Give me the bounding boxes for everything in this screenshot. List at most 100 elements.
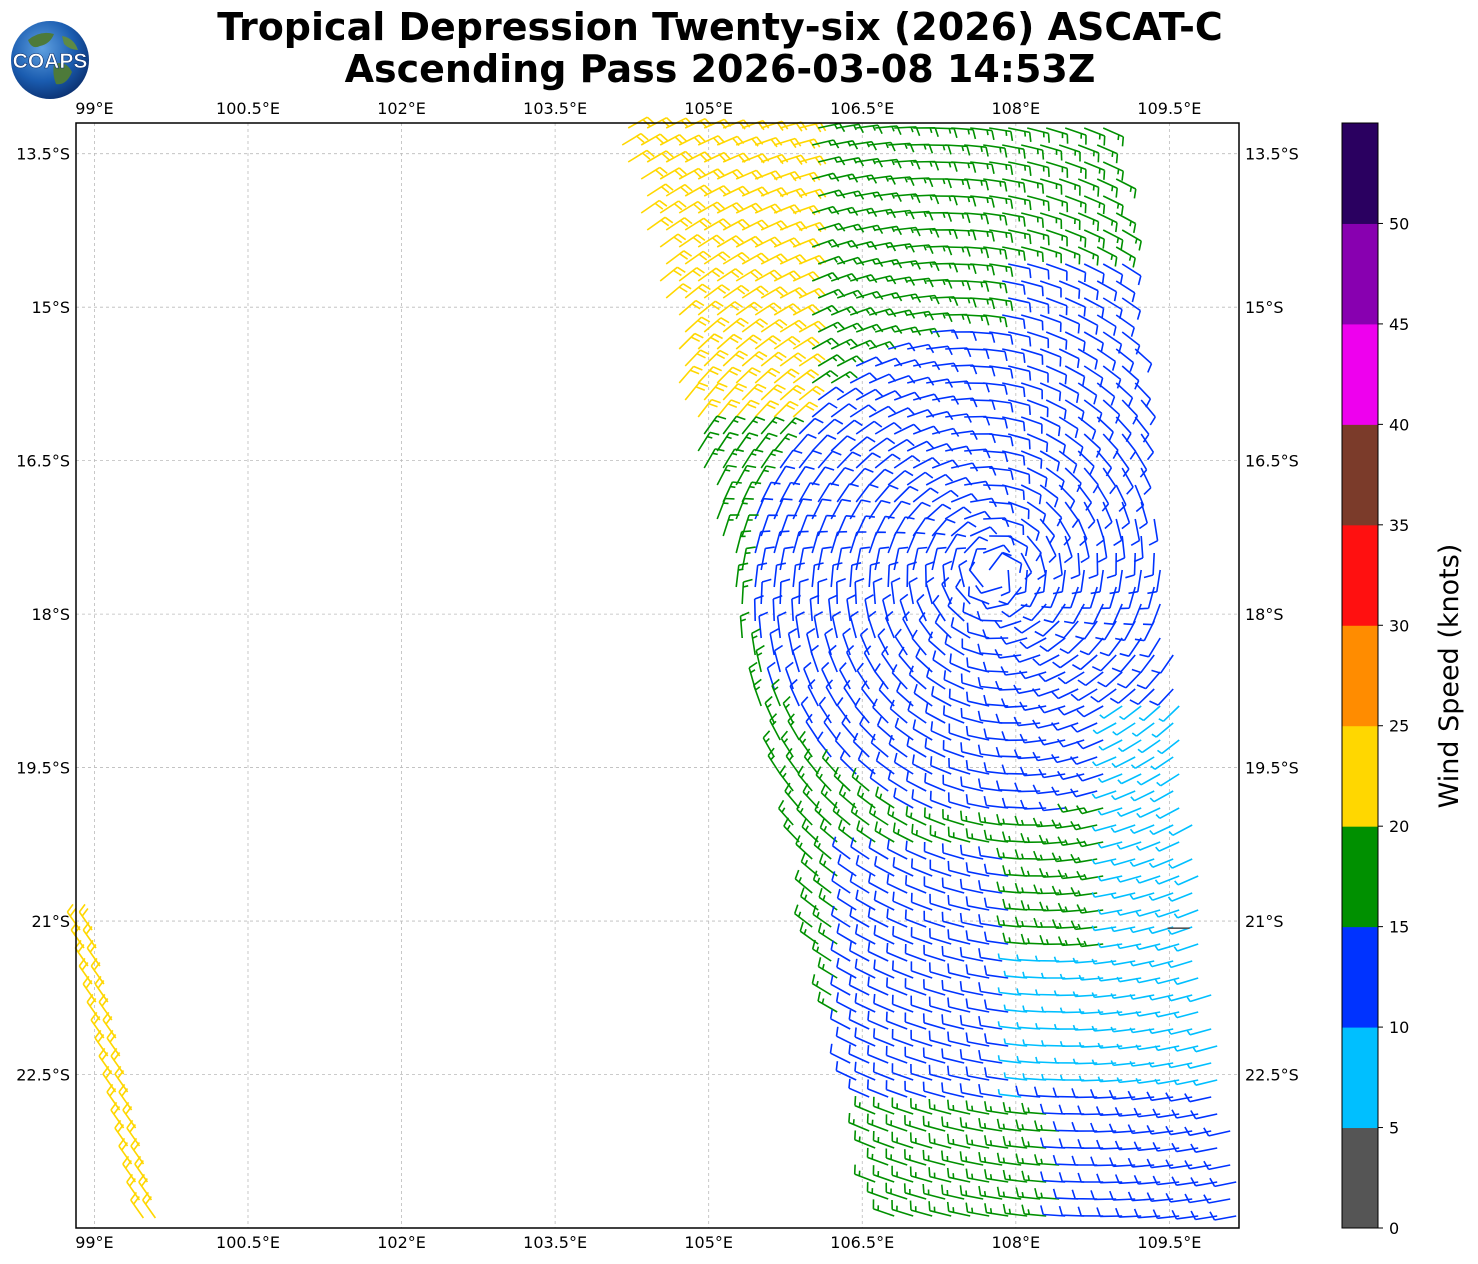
wind-barb (855, 290, 884, 300)
wind-barb (1008, 263, 1032, 279)
wind-barb (887, 438, 915, 452)
wind-barb (1002, 1135, 1028, 1149)
wind-barb (848, 1112, 870, 1132)
wind-barb (829, 1043, 851, 1064)
wind-barb (850, 837, 870, 860)
wind-barb (872, 1130, 895, 1149)
wind-barb (1110, 790, 1136, 801)
wind-barb (1058, 484, 1076, 510)
wind-barb (1116, 976, 1142, 983)
wind-barb (893, 752, 914, 775)
wind-barb (1119, 637, 1142, 657)
wind-barb (754, 136, 783, 148)
wind-barb (932, 127, 958, 139)
wind-barb (1050, 722, 1079, 731)
wind-barb (983, 382, 1008, 395)
wind-barb (996, 1152, 1022, 1166)
wind-barb (1138, 586, 1155, 610)
wind-barb (989, 127, 1014, 142)
wind-barb (1186, 1062, 1212, 1069)
wind-barb (1115, 484, 1127, 512)
wind-barb (1019, 733, 1047, 744)
wind-barb (722, 383, 748, 401)
wind-barb (947, 1065, 971, 1081)
lon-labels-top: 99°E 100.5°E 102°E 103.5°E 105°E 106.5°E 108°E… (75, 99, 1201, 118)
wind-barb (951, 127, 977, 140)
colorbar-tick-label: 20 (1389, 817, 1409, 836)
wind-barb (867, 941, 889, 962)
wind-barb (1115, 416, 1132, 442)
wind-barb (659, 167, 687, 180)
wind-barb (873, 890, 895, 911)
wind-barb (964, 348, 990, 360)
wind-barb (1113, 518, 1123, 547)
wind-barb (981, 600, 1009, 610)
wind-barb (854, 1061, 876, 1081)
wind-barb (894, 717, 914, 741)
wind-barb (977, 744, 1003, 758)
wind-barb (817, 991, 838, 1013)
wind-barb (849, 906, 870, 928)
wind-barb (859, 627, 870, 656)
wind-barb (792, 303, 821, 316)
wind-barb (665, 150, 693, 163)
lat-tick-label: 15°S (31, 298, 70, 317)
wind-barb (1064, 161, 1087, 179)
wind-barb (1174, 875, 1199, 886)
wind-barb (1091, 756, 1117, 767)
wind-barb (1102, 365, 1122, 389)
wind-barb (1148, 1028, 1174, 1035)
wind-barb (1167, 994, 1193, 1002)
wind-barb (982, 661, 1009, 673)
wind-barb (1129, 892, 1155, 900)
wind-barb (773, 137, 802, 149)
wind-barb (1007, 433, 1031, 450)
wind-barb (922, 1183, 946, 1200)
wind-barb (850, 140, 878, 151)
wind-barb (1115, 348, 1135, 372)
wind-barb (760, 318, 788, 333)
wind-barb (834, 731, 851, 758)
wind-barb (894, 293, 922, 303)
wind-barb (1091, 892, 1117, 898)
wind-barb (1020, 280, 1044, 297)
wind-barb (904, 909, 927, 928)
wind-barb (946, 1133, 971, 1149)
wind-barb (1077, 484, 1093, 511)
wind-barb (1064, 127, 1087, 145)
wind-barb (1032, 784, 1060, 795)
wind-barb (697, 300, 724, 316)
wind-barb (1007, 535, 1029, 557)
wind-barb (1135, 875, 1161, 884)
wind-barb (1020, 450, 1043, 469)
wind-barb (1038, 768, 1066, 779)
wind-barb (1027, 127, 1050, 143)
wind-barb (1099, 705, 1123, 719)
wind-barb (760, 351, 787, 367)
wind-barb (968, 561, 984, 588)
wind-barb (1109, 688, 1136, 704)
wind-barb (922, 1115, 946, 1132)
wind-barb (951, 161, 977, 173)
wind-barb (1021, 1170, 1047, 1183)
wind-barb (923, 979, 946, 996)
wind-barb (872, 577, 883, 605)
wind-barb (1021, 144, 1045, 160)
wind-barb (1026, 161, 1050, 177)
wind-barb (1115, 535, 1126, 563)
wind-barb (995, 713, 1022, 724)
wind-barb (779, 154, 808, 165)
wind-barb (906, 471, 934, 486)
colorbar-bin (1342, 1127, 1378, 1229)
lat-tick-label: 13.5°S (16, 145, 70, 164)
wind-barb (873, 1028, 895, 1047)
wind-barb (1173, 943, 1199, 952)
wind-barb (1099, 637, 1123, 657)
wind-barb (923, 910, 946, 928)
wind-barb (911, 629, 927, 656)
wind-barb (1102, 501, 1113, 530)
wind-barb (1019, 637, 1047, 650)
wind-barb (943, 670, 965, 690)
colorbar-frame (1341, 122, 1379, 1229)
wind-barb (850, 802, 870, 826)
